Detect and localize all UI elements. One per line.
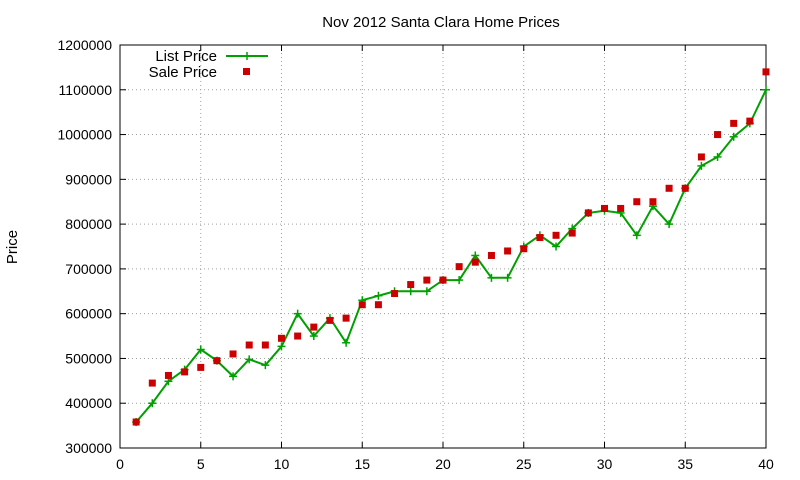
axes [119, 44, 767, 449]
sale-price-point [520, 245, 528, 253]
x-tick-label: 25 [516, 456, 532, 472]
sale-price-point [423, 276, 431, 284]
chart-title: Nov 2012 Santa Clara Home Prices [322, 14, 560, 31]
sale-price-point [665, 184, 673, 192]
sale-price-point [342, 314, 350, 322]
list-price-point [374, 291, 383, 300]
legend-label-sale-price: Sale Price [149, 64, 217, 81]
x-tick-label: 40 [758, 456, 774, 472]
sale-price-point [374, 301, 382, 309]
sale-price-point [326, 316, 334, 324]
list-price-point [148, 399, 157, 408]
sale-price-point [697, 153, 705, 161]
list-price-point [729, 132, 738, 141]
sale-price-point [245, 341, 253, 349]
sale-price-point [294, 332, 302, 340]
list-price-point [471, 251, 480, 260]
sale-price-point [714, 131, 722, 139]
x-tick-label: 30 [597, 456, 613, 472]
x-tick-label: 10 [274, 456, 290, 472]
list-price-point [632, 231, 641, 240]
list-price-point [196, 345, 205, 354]
sale-price-point [633, 198, 641, 206]
tick-labels: 0 5 10 15 20 25 30 35 40 300000 400000 500000 600000… [57, 37, 774, 472]
sale-price-point [601, 204, 608, 212]
list-price-point [245, 355, 254, 364]
y-tick-label: 900000 [65, 171, 112, 187]
sale-price-point [407, 281, 415, 289]
y-tick-label: 600000 [65, 306, 112, 322]
sale-price-point [504, 247, 512, 255]
sale-price-point [730, 119, 738, 127]
list-price-point [487, 273, 496, 282]
y-tick-label: 400000 [65, 395, 112, 411]
sale-price-point [197, 363, 205, 371]
legend-marker-sale-price [243, 68, 250, 75]
list-price-point [406, 287, 415, 296]
sale-price-point [310, 323, 318, 331]
sale-price-point [455, 263, 463, 271]
sale-price-point [617, 204, 625, 212]
y-tick-label: 1100000 [59, 82, 113, 98]
legend-label-list-price: List Price [155, 48, 217, 65]
list-price-point [261, 361, 270, 370]
sale-price-point [471, 258, 479, 266]
list-price-point [665, 220, 674, 229]
y-tick-label: 1200000 [57, 37, 112, 53]
sale-price-point [358, 301, 366, 309]
y-axis-label: Price [4, 230, 21, 264]
list-price-point [293, 309, 302, 318]
list-price-point [503, 273, 512, 282]
sale-price-point [391, 290, 399, 298]
x-tick-label: 35 [677, 456, 693, 472]
sale-price-point [164, 371, 172, 379]
list-price-point [229, 372, 238, 381]
sale-price-point [181, 368, 189, 376]
list-price-point [309, 332, 318, 341]
list-price-point [762, 85, 770, 94]
y-tick-label: 700000 [65, 261, 112, 277]
sale-price-point [568, 229, 576, 237]
sale-price-point [681, 184, 689, 192]
list-price-point [713, 152, 722, 161]
y-tick-label: 500000 [65, 350, 112, 366]
legend: List Price Sale Price [149, 48, 268, 81]
sale-price-point [536, 234, 544, 242]
sale-price-point [439, 276, 447, 284]
list-price-point [277, 342, 286, 351]
x-tick-label: 0 [116, 456, 124, 472]
list-price-point [697, 161, 706, 170]
list-price-point [552, 242, 561, 251]
y-tick-label: 1000000 [57, 127, 112, 143]
legend-marker-list-price [243, 52, 251, 60]
x-tick-label: 5 [197, 456, 205, 472]
sale-price-point [487, 251, 495, 259]
series [132, 68, 770, 427]
list-price-point [342, 338, 351, 347]
sale-price-point [278, 334, 285, 342]
sale-price-point [552, 231, 560, 239]
y-tick-label: 800000 [65, 216, 112, 232]
sale-price-point [229, 350, 237, 358]
sale-price-point [213, 357, 221, 365]
sale-price-point [746, 117, 754, 125]
list-price-point [422, 287, 431, 296]
sale-price-point [762, 68, 770, 76]
list-price-line [135, 89, 767, 423]
x-tick-label: 15 [354, 456, 370, 472]
x-tick-label: 20 [435, 456, 451, 472]
list-price-point [455, 276, 464, 285]
grid [120, 45, 766, 448]
sale-price-point [261, 341, 269, 349]
sale-price-point [584, 209, 592, 217]
y-tick-label: 300000 [65, 440, 112, 456]
sale-price-point [649, 198, 657, 206]
sale-price-point [132, 418, 140, 426]
sale-price-point [148, 379, 156, 387]
